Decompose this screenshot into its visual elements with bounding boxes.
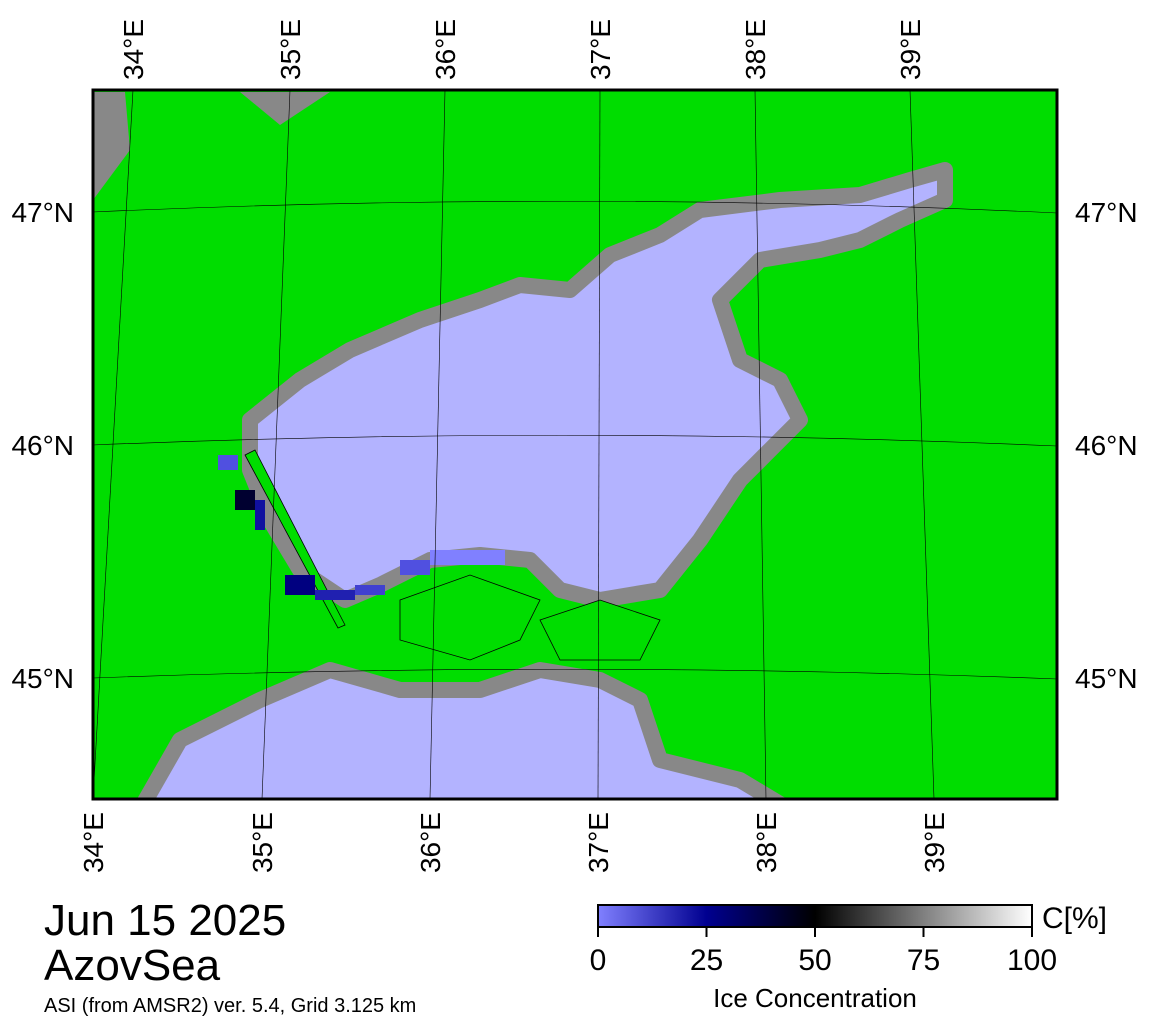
- left-lat-label: 47°N: [11, 197, 74, 228]
- top-lon-label: 34°E: [118, 19, 149, 80]
- meridian: [429, 90, 446, 799]
- meridian: [261, 90, 291, 799]
- colorbar-tick-label: 50: [798, 944, 831, 977]
- top-lon-label: 35°E: [275, 19, 306, 80]
- meridian: [754, 90, 767, 799]
- meridian: [909, 90, 935, 799]
- region: AzovSea: [44, 941, 221, 990]
- left-lat-label: 46°N: [11, 430, 74, 461]
- ice-pixels: [218, 455, 505, 600]
- meridian: [597, 90, 601, 799]
- top-lon-label: 39°E: [895, 19, 926, 80]
- bottom-lon-label: 39°E: [919, 812, 950, 873]
- date: Jun 15 2025: [44, 896, 286, 945]
- graticule: [93, 90, 1057, 799]
- colorbar-tick-label: 75: [907, 944, 940, 977]
- colorbar: [597, 904, 1033, 928]
- arabat-spit: [244, 449, 346, 629]
- colorbar-unit: C[%]: [1042, 902, 1107, 935]
- right-lat-label: 46°N: [1075, 430, 1138, 461]
- bottom-lon-label: 37°E: [583, 812, 614, 873]
- left-lat-label: 45°N: [11, 663, 74, 694]
- bottom-lon-label: 34°E: [78, 812, 109, 873]
- map-frame: [91, 88, 1059, 801]
- top-lon-label: 36°E: [430, 19, 461, 80]
- bottom-lon-label: 35°E: [247, 812, 278, 873]
- top-lon-label: 37°E: [585, 19, 616, 80]
- coast-north: [93, 92, 330, 200]
- bottom-lon-label: 36°E: [415, 812, 446, 873]
- colorbar-tick-label: 25: [690, 944, 723, 977]
- kerch-land: [399, 574, 661, 661]
- bottom-lon-label: 38°E: [751, 812, 782, 873]
- colorbar-tick-label: 100: [1007, 944, 1057, 977]
- black-sea: [137, 662, 788, 799]
- right-lat-label: 47°N: [1075, 197, 1138, 228]
- colorbar-tick-label: 0: [590, 944, 607, 977]
- parallel: [93, 668, 1057, 680]
- meridian: [93, 90, 134, 799]
- parallel: [93, 434, 1057, 447]
- parallel: [93, 200, 1057, 214]
- source: ASI (from AMSR2) ver. 5.4, Grid 3.125 km: [44, 995, 416, 1017]
- top-lon-label: 38°E: [740, 19, 771, 80]
- map-area: [93, 90, 1057, 799]
- colorbar-label: Ice Concentration: [713, 983, 917, 1013]
- right-lat-label: 45°N: [1075, 663, 1138, 694]
